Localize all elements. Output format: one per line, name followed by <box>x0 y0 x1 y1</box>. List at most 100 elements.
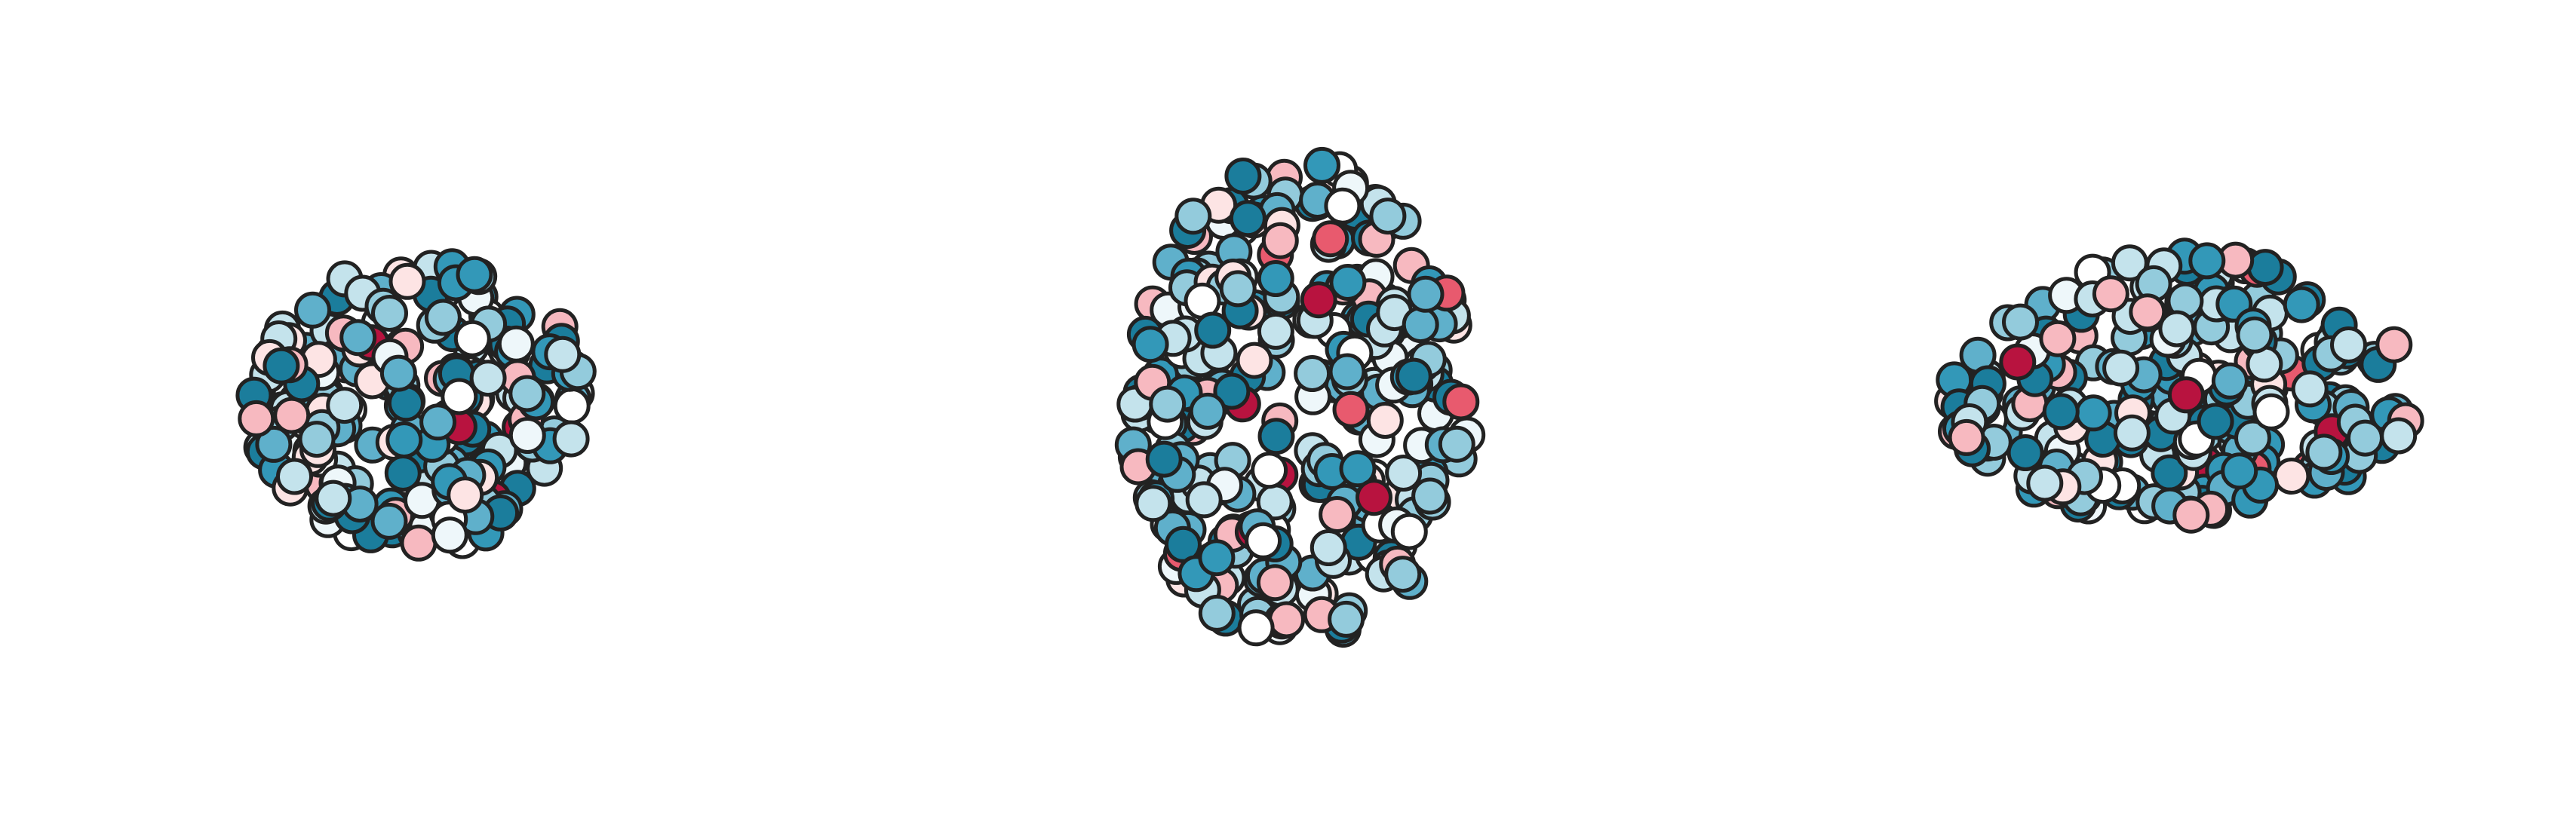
node <box>1236 342 1273 379</box>
node <box>1356 479 1392 516</box>
node <box>2129 293 2166 331</box>
node <box>2006 434 2044 471</box>
node <box>1229 200 1267 237</box>
node <box>2026 464 2064 502</box>
node <box>370 502 408 540</box>
node <box>298 421 336 458</box>
node <box>2291 370 2329 408</box>
node <box>387 384 425 422</box>
node <box>2211 362 2249 400</box>
node <box>1174 198 1212 235</box>
node <box>2113 414 2151 452</box>
node <box>1369 198 1407 235</box>
node <box>552 420 590 458</box>
node <box>544 335 582 373</box>
node <box>2092 275 2129 313</box>
node <box>508 417 546 454</box>
node <box>2039 320 2077 357</box>
node <box>1407 275 1445 313</box>
node <box>2197 403 2234 440</box>
node <box>508 375 546 412</box>
node <box>1245 522 1282 559</box>
node <box>1948 418 1985 456</box>
node <box>273 397 311 434</box>
node <box>238 400 275 437</box>
node <box>2380 417 2418 455</box>
node <box>1134 485 1172 522</box>
node <box>1395 357 1432 395</box>
node <box>1328 353 1366 391</box>
node <box>1257 418 1295 455</box>
node <box>294 291 331 329</box>
node <box>2236 316 2274 354</box>
node <box>1257 260 1294 297</box>
node <box>2221 452 2258 490</box>
node <box>385 421 423 458</box>
node <box>1131 326 1169 363</box>
node <box>447 476 484 514</box>
node <box>1251 452 1288 489</box>
node <box>1329 264 1367 301</box>
node <box>1303 146 1340 184</box>
node <box>255 425 293 463</box>
node <box>1198 594 1236 632</box>
node <box>419 403 457 441</box>
node <box>1438 425 1475 463</box>
node <box>326 387 364 424</box>
node <box>441 378 478 415</box>
node <box>1224 158 1262 195</box>
node <box>339 319 377 357</box>
node <box>263 347 300 384</box>
node <box>371 295 408 332</box>
node <box>1198 539 1236 577</box>
node <box>2273 458 2310 495</box>
node <box>1385 455 1423 492</box>
node <box>1189 392 1227 430</box>
axial-view <box>1114 146 1486 648</box>
node <box>1268 601 1305 639</box>
coronal-view <box>235 248 597 562</box>
node <box>1324 187 1362 225</box>
node <box>2234 419 2271 457</box>
sagittal-view <box>1934 237 2424 534</box>
node <box>1149 385 1187 423</box>
node <box>1332 391 1370 428</box>
node <box>469 360 507 397</box>
node <box>1366 402 1404 439</box>
node <box>276 458 313 495</box>
node <box>497 325 535 363</box>
node <box>2330 326 2367 363</box>
node <box>315 479 352 517</box>
node <box>1213 372 1251 410</box>
node <box>1145 440 1183 478</box>
node <box>2042 393 2080 430</box>
node <box>2172 496 2210 534</box>
node <box>2158 310 2196 348</box>
node <box>2102 349 2140 387</box>
node <box>384 455 422 492</box>
node <box>2074 394 2112 432</box>
node <box>424 299 462 336</box>
node <box>1339 450 1377 488</box>
node <box>1384 556 1422 593</box>
node <box>1309 529 1347 566</box>
node <box>431 516 468 554</box>
node <box>1442 383 1480 421</box>
node <box>1257 312 1294 350</box>
node <box>1328 600 1365 638</box>
node <box>1185 481 1223 519</box>
node <box>1390 513 1428 550</box>
node <box>553 387 591 424</box>
node <box>456 256 493 293</box>
node <box>2167 376 2205 414</box>
node <box>2111 244 2148 282</box>
node <box>2305 433 2343 471</box>
node <box>379 354 417 392</box>
node <box>453 320 491 357</box>
node <box>400 524 438 562</box>
node <box>1999 343 2037 381</box>
node <box>2375 326 2413 363</box>
node <box>2347 419 2384 457</box>
